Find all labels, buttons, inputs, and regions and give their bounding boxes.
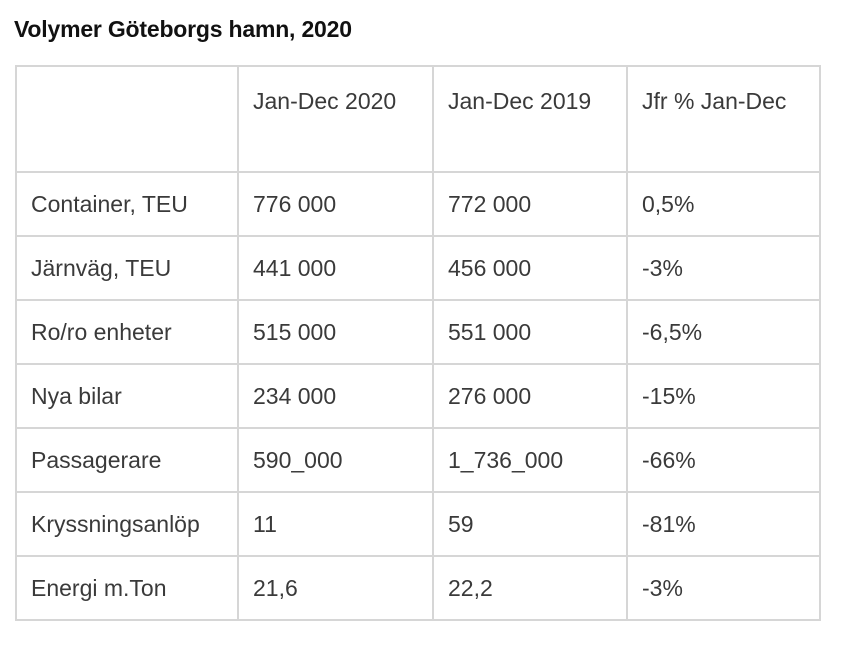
- row-label: Nya bilar: [15, 363, 239, 429]
- volume-table: Jan-Dec 2020 Jan-Dec 2019 Jfr % Jan-Dec …: [15, 65, 821, 621]
- value-change: -15%: [626, 363, 821, 429]
- table-row: Container, TEU 776 000 772 000 0,5%: [15, 171, 821, 237]
- header-cell-2019: Jan-Dec 2019: [432, 65, 628, 173]
- value-2019: 772 000: [432, 171, 628, 237]
- value-2020: 21,6: [237, 555, 434, 621]
- value-change: -66%: [626, 427, 821, 493]
- row-label: Energi m.Ton: [15, 555, 239, 621]
- table-row: Nya bilar 234 000 276 000 -15%: [15, 363, 821, 429]
- row-label: Container, TEU: [15, 171, 239, 237]
- value-change: -81%: [626, 491, 821, 557]
- value-2020: 515 000: [237, 299, 434, 365]
- row-label: Ro/ro enheter: [15, 299, 239, 365]
- value-2019: 456 000: [432, 235, 628, 301]
- page-title: Volymer Göteborgs hamn, 2020: [14, 16, 352, 42]
- header-cell-comparison: Jfr % Jan-Dec: [626, 65, 821, 173]
- header-cell-empty: [15, 65, 239, 173]
- value-2020: 11: [237, 491, 434, 557]
- value-2019: 22,2: [432, 555, 628, 621]
- header-cell-2020: Jan-Dec 2020: [237, 65, 434, 173]
- value-change: -3%: [626, 235, 821, 301]
- value-2019: 551 000: [432, 299, 628, 365]
- value-2019: 276 000: [432, 363, 628, 429]
- row-label: Kryssningsanlöp: [15, 491, 239, 557]
- value-2020: 590_000: [237, 427, 434, 493]
- value-change: -3%: [626, 555, 821, 621]
- row-label: Passagerare: [15, 427, 239, 493]
- value-2020: 234 000: [237, 363, 434, 429]
- table-row: Kryssningsanlöp 11 59 -81%: [15, 491, 821, 557]
- value-2020: 776 000: [237, 171, 434, 237]
- value-change: 0,5%: [626, 171, 821, 237]
- table-row: Ro/ro enheter 515 000 551 000 -6,5%: [15, 299, 821, 365]
- value-change: -6,5%: [626, 299, 821, 365]
- value-2020: 441 000: [237, 235, 434, 301]
- table-row: Järnväg, TEU 441 000 456 000 -3%: [15, 235, 821, 301]
- value-2019: 1_736_000: [432, 427, 628, 493]
- table-row: Energi m.Ton 21,6 22,2 -3%: [15, 555, 821, 621]
- table-header-row: Jan-Dec 2020 Jan-Dec 2019 Jfr % Jan-Dec: [15, 65, 821, 173]
- value-2019: 59: [432, 491, 628, 557]
- row-label: Järnväg, TEU: [15, 235, 239, 301]
- table-row: Passagerare 590_000 1_736_000 -66%: [15, 427, 821, 493]
